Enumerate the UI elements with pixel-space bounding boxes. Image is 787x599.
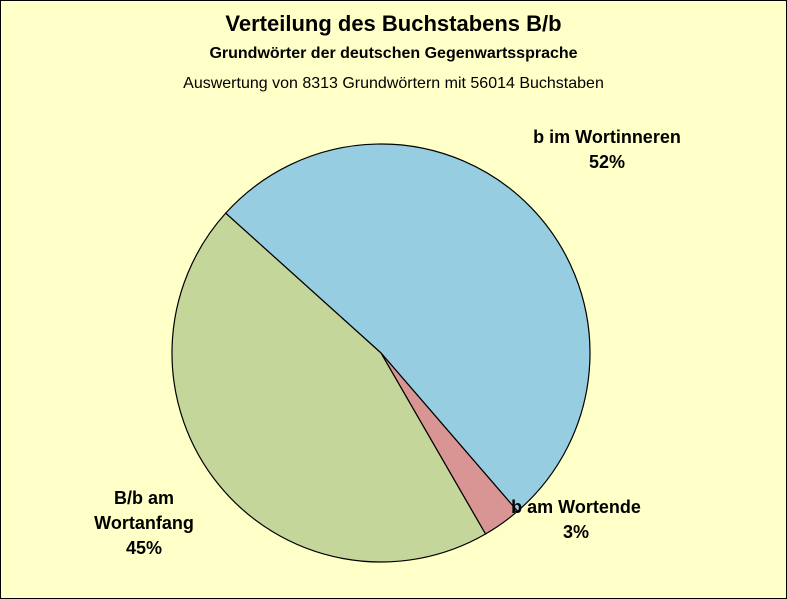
category-label: b im Wortinneren [533, 127, 681, 147]
value-label: 52% [588, 152, 626, 172]
slice-label: B/b am Wortanfang 45% [69, 486, 219, 561]
value-label: 3% [562, 522, 589, 542]
pie-slice [224, 143, 591, 513]
slice-label: b im Wortinneren 52% [532, 125, 682, 175]
category-label: b am Wortende [511, 497, 641, 517]
category-label: B/b am Wortanfang [94, 488, 194, 533]
chart-subtitle: Grundwörter der deutschen Gegenwartsspra… [209, 45, 578, 62]
chart-note: Auswertung von 8313 Grundwörtern mit 560… [183, 75, 604, 92]
chart-title: Verteilung des Buchstabens B/b [225, 11, 562, 36]
pie-slice [171, 212, 487, 563]
value-label: 45% [125, 538, 163, 558]
slice-label: b am Wortende 3% [501, 495, 651, 545]
